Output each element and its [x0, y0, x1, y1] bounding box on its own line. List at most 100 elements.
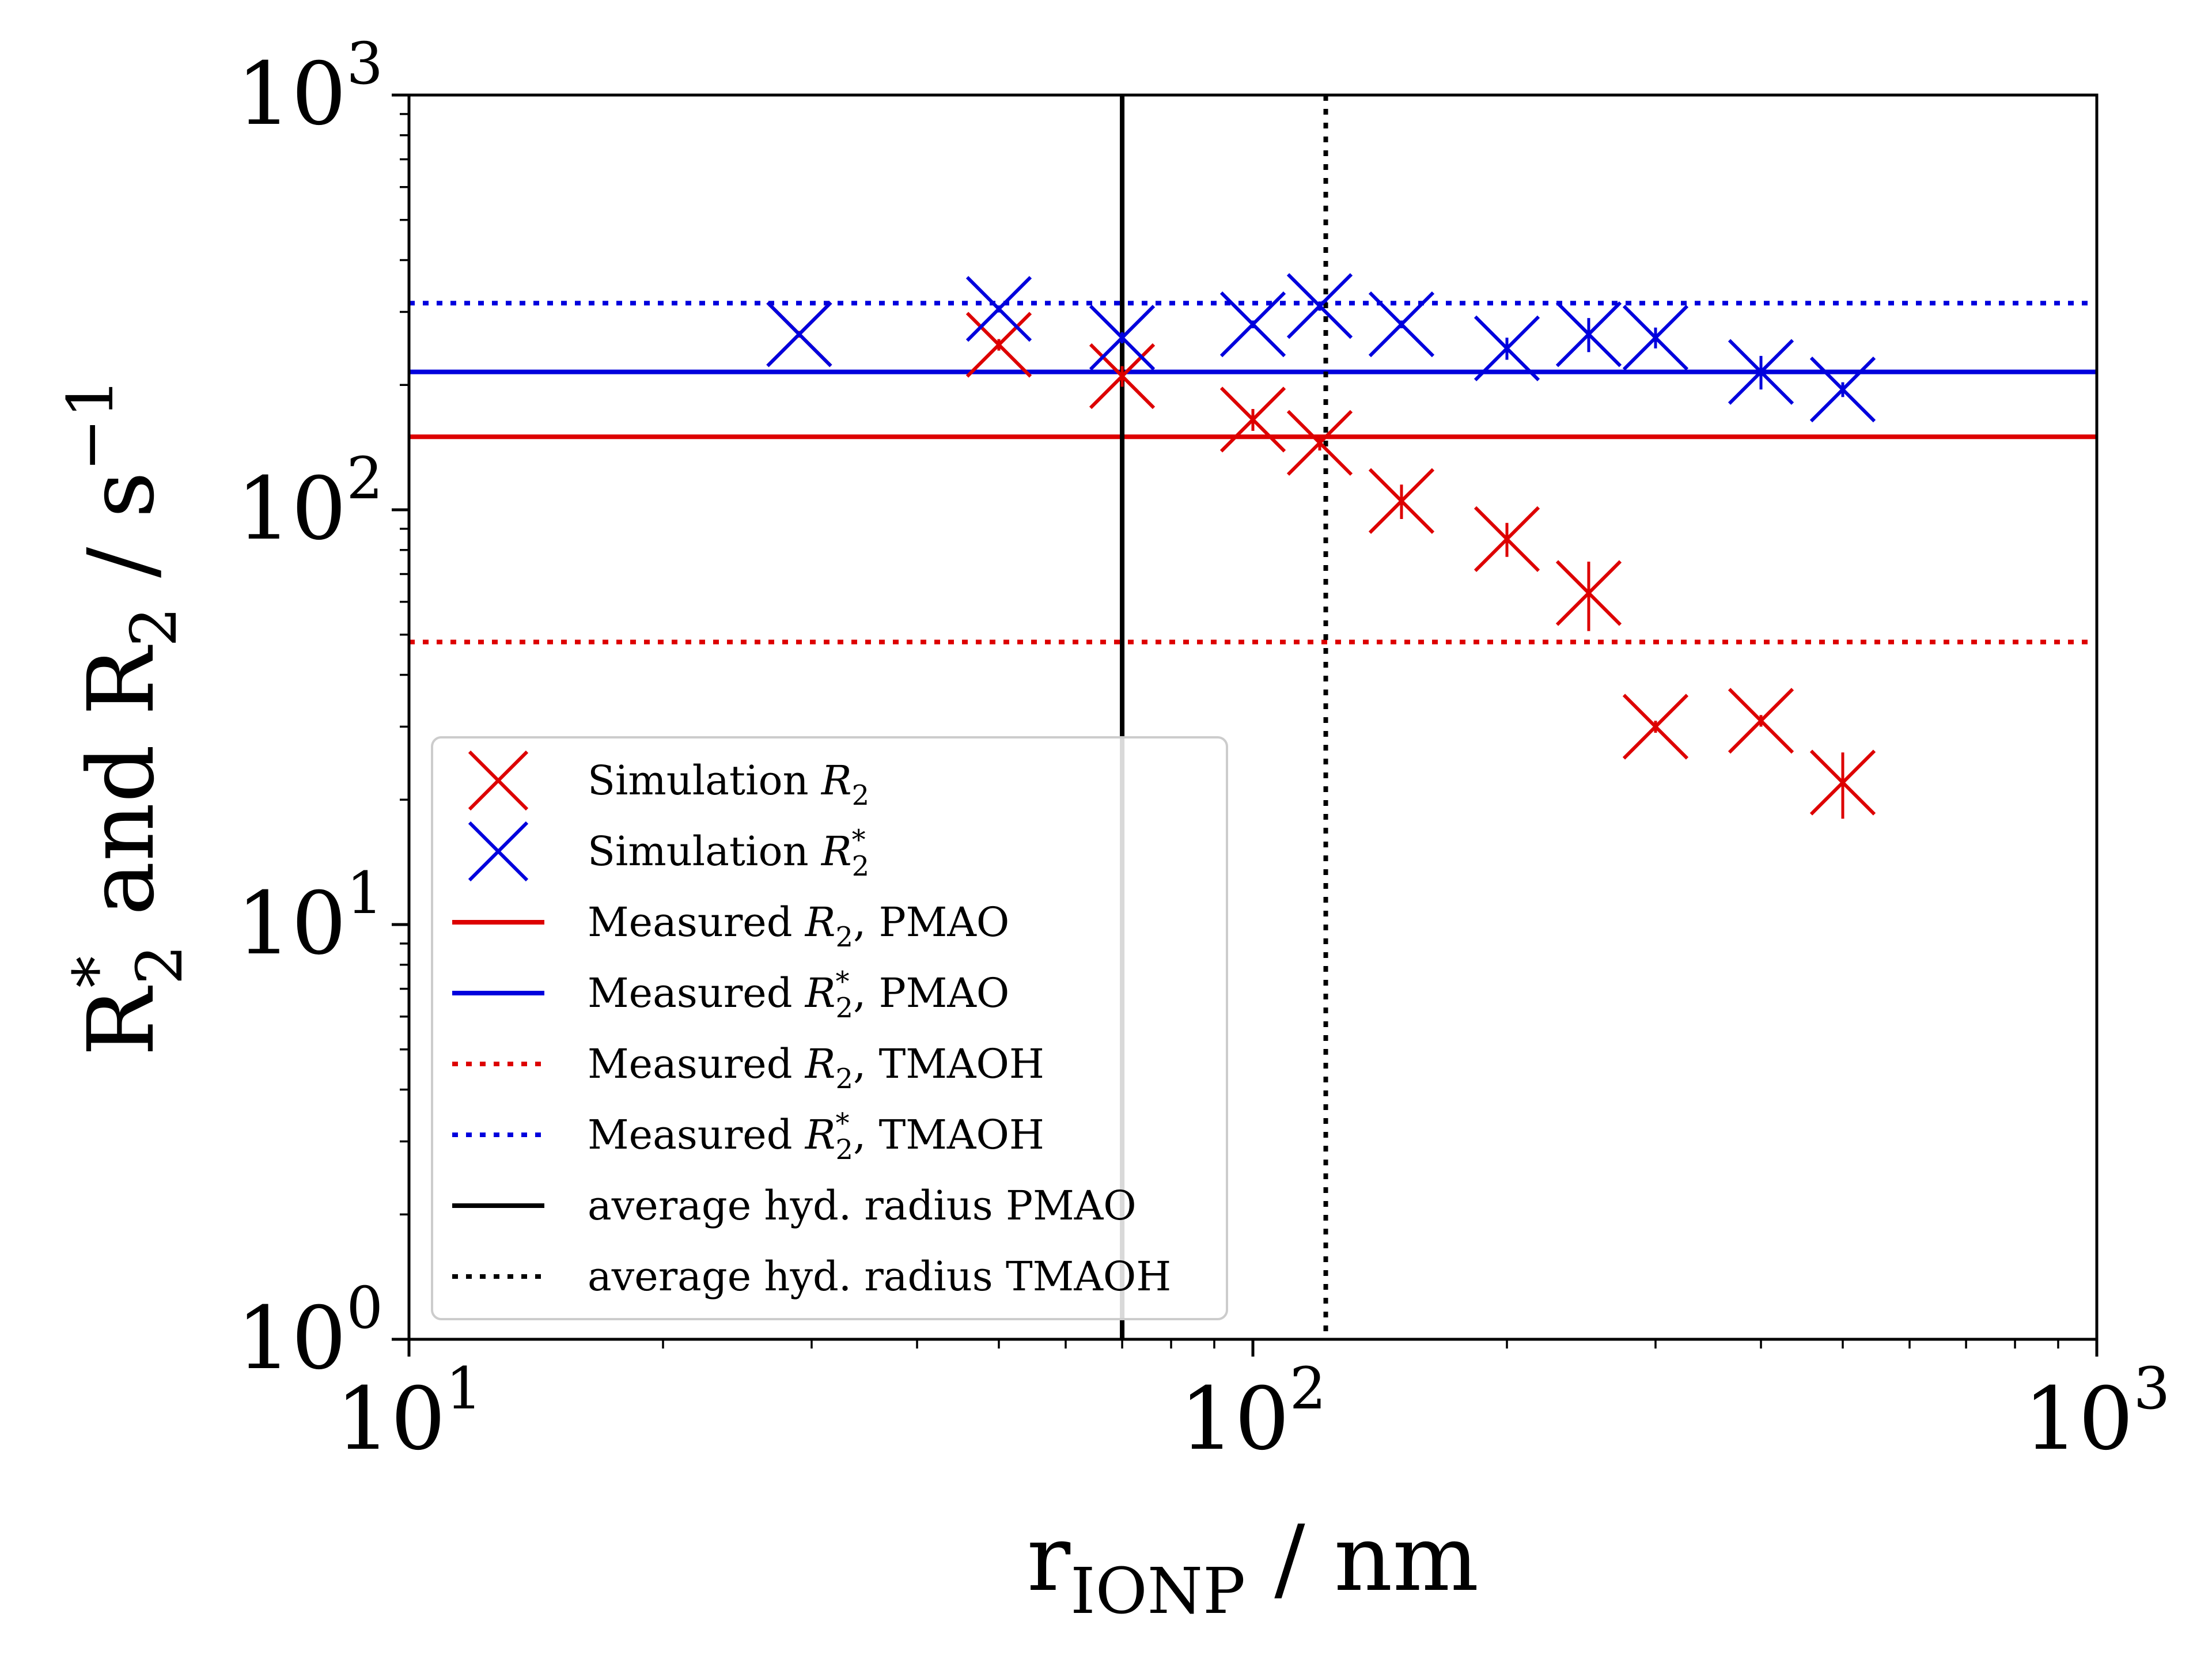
- legend-text: Simulation: [588, 828, 821, 875]
- marker-s1-p8: [1622, 305, 1689, 371]
- legend-subscript: 2: [836, 1134, 854, 1166]
- x-label-main: r: [1027, 1506, 1071, 1612]
- y-tick-base: 10: [237, 459, 347, 559]
- legend-math: R: [804, 1040, 836, 1088]
- y-tick-exponent: 2: [346, 445, 383, 512]
- marker-s0-p4: [1286, 410, 1353, 476]
- y-tick-exponent: 0: [346, 1274, 383, 1342]
- x-label-rest: / nm: [1245, 1506, 1479, 1612]
- legend-label: average hyd. radius TMAOH: [588, 1253, 1171, 1300]
- marker-s1-p1: [965, 276, 1032, 342]
- legend-label: Simulation R* 2: [588, 824, 869, 882]
- x-tick-exponent: 2: [1290, 1355, 1327, 1422]
- legend-text: Measured: [588, 899, 805, 946]
- x-tick-label: 103: [2024, 1355, 2171, 1469]
- legend-text: , PMAO: [853, 969, 1009, 1017]
- y-tick-label: 102: [237, 445, 384, 559]
- legend-subscript: 2: [836, 992, 854, 1024]
- legend-marker: [468, 821, 529, 882]
- y-label-subscript: 2: [123, 945, 196, 985]
- legend-text: Measured: [588, 969, 805, 1017]
- x-tick-base: 10: [1180, 1369, 1290, 1469]
- legend-marker: [468, 750, 529, 811]
- legend-item-2: Measured R2, PMAO: [452, 899, 1009, 953]
- marker-s0-p1: [965, 312, 1032, 378]
- legend-math: R: [820, 828, 852, 875]
- x-axis-label: rIONP / nm: [1027, 1506, 1479, 1628]
- marker-s1-p4: [1286, 273, 1353, 339]
- legend-text: Measured: [588, 1111, 805, 1158]
- marker-s0-p2: [1089, 343, 1156, 410]
- y-tick-base: 10: [237, 44, 347, 145]
- marker-s0-p8: [1622, 694, 1689, 760]
- legend-text: , TMAOH: [853, 1040, 1044, 1088]
- marker-s1-p7: [1555, 301, 1622, 368]
- x-label-subscript: IONP: [1070, 1554, 1245, 1628]
- legend-subscript: 2: [852, 779, 870, 812]
- legend-item-0: Simulation R2: [468, 750, 869, 812]
- legend-math: R: [820, 757, 852, 804]
- legend-item-4: Measured R2, TMAOH: [452, 1040, 1044, 1095]
- marker-s1-p0: [766, 301, 832, 368]
- y-label-subscript: 2: [117, 607, 191, 647]
- x-tick-label: 101: [336, 1355, 483, 1469]
- legend-text: Measured: [588, 1040, 805, 1088]
- legend-text: average hyd. radius TMAOH: [588, 1253, 1171, 1300]
- legend-superscript: *: [836, 1107, 850, 1139]
- marker-s1-p10: [1809, 357, 1876, 423]
- legend-math: R: [804, 969, 836, 1017]
- x-tick-base: 10: [336, 1369, 446, 1469]
- legend-math: R: [804, 1111, 836, 1158]
- legend-item-6: average hyd. radius PMAO: [452, 1182, 1137, 1229]
- y-tick-exponent: 3: [346, 30, 383, 97]
- x-tick-base: 10: [2024, 1369, 2134, 1469]
- legend-label: Measured R* 2, PMAO: [588, 965, 1009, 1024]
- legend-text: , TMAOH: [853, 1111, 1044, 1158]
- marker-s0-p7: [1555, 560, 1622, 631]
- y-label-part: R: [69, 986, 175, 1056]
- plot-area: [409, 95, 2097, 1339]
- legend-label: average hyd. radius PMAO: [588, 1182, 1137, 1229]
- legend-text: average hyd. radius PMAO: [588, 1182, 1137, 1229]
- marker-s1-p9: [1728, 339, 1794, 405]
- legend-label: Simulation R2: [588, 757, 869, 812]
- x-tick-exponent: 1: [446, 1355, 483, 1422]
- legend-label: Measured R2, TMAOH: [588, 1040, 1044, 1095]
- legend-item-7: average hyd. radius TMAOH: [452, 1253, 1171, 1300]
- legend-label: Measured R2, PMAO: [588, 899, 1009, 953]
- legend-subscript: 2: [852, 850, 870, 882]
- x-tick-label: 102: [1180, 1355, 1327, 1469]
- legend-text: Simulation: [588, 757, 821, 804]
- y-label-superscript: −1: [54, 378, 127, 471]
- y-axis-label: R*2 and R2 / s−1: [54, 378, 196, 1056]
- legend-item-5: Measured R* 2, TMAOH: [452, 1107, 1044, 1166]
- y-tick-label: 100: [237, 1274, 384, 1389]
- y-tick-label: 103: [237, 30, 384, 145]
- y-tick-label: 101: [237, 859, 384, 974]
- y-label-part: / s: [69, 471, 175, 607]
- marker-s0-p10: [1809, 749, 1876, 819]
- x-tick-exponent: 3: [2134, 1355, 2171, 1422]
- marker-s0-p3: [1219, 387, 1286, 453]
- y-label-part: and R: [69, 645, 175, 945]
- legend-math: R: [804, 899, 836, 946]
- marker-s1-p5: [1368, 291, 1435, 358]
- legend-label: Measured R* 2, TMAOH: [588, 1107, 1044, 1166]
- legend-subscript: 2: [836, 921, 854, 953]
- y-tick-base: 10: [237, 1289, 347, 1389]
- marker-s0-p6: [1474, 506, 1540, 572]
- legend-subscript: 2: [836, 1063, 854, 1095]
- legend-text: , PMAO: [853, 899, 1009, 946]
- legend-superscript: *: [852, 824, 866, 856]
- y-tick-exponent: 1: [346, 859, 383, 927]
- marker-s1-p3: [1219, 291, 1286, 358]
- marker-s0-p9: [1728, 688, 1794, 754]
- legend-item-1: Simulation R* 2: [468, 821, 869, 882]
- marker-s1-p2: [1089, 305, 1156, 371]
- marker-s1-p6: [1474, 315, 1540, 381]
- marker-s0-p5: [1368, 468, 1435, 534]
- legend-item-3: Measured R* 2, PMAO: [452, 965, 1009, 1024]
